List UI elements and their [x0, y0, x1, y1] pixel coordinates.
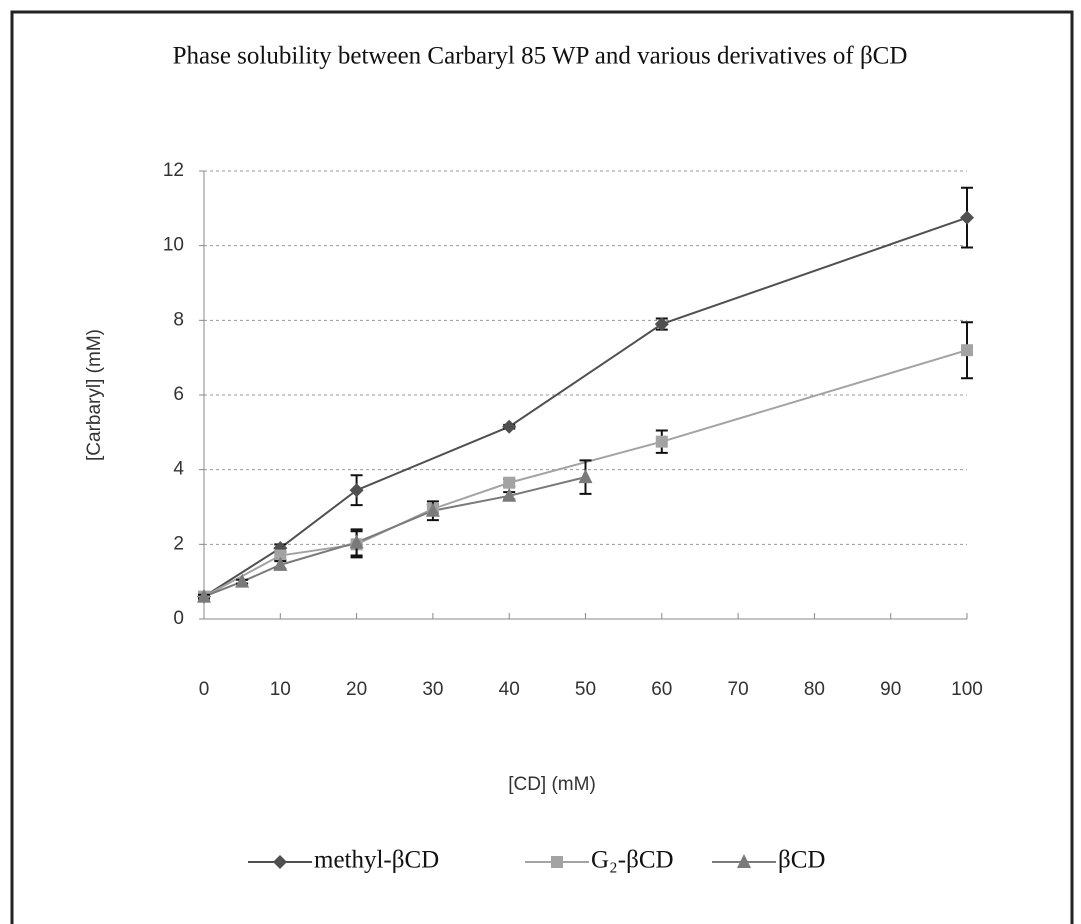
x-tick-label: 100 [951, 679, 983, 700]
marker [961, 344, 973, 357]
y-tick-label: 12 [163, 160, 184, 181]
marker [737, 854, 751, 868]
y-tick-label: 6 [173, 384, 184, 405]
y-tick-label: 2 [173, 533, 184, 554]
marker [235, 573, 250, 588]
x-axis-label: [CD] (mM) [508, 774, 596, 795]
series-line [203, 476, 586, 598]
y-tick-label: 4 [173, 459, 184, 480]
series-line [203, 216, 968, 598]
marker [425, 502, 440, 517]
legend-label: βCD [778, 847, 825, 874]
marker [273, 556, 288, 571]
marker [551, 856, 563, 868]
legend-label: G₂-βCD [591, 847, 674, 874]
marker [654, 317, 669, 332]
x-tick-label: 20 [346, 679, 367, 700]
x-tick-label: 10 [270, 679, 291, 700]
marker [197, 588, 211, 603]
marker [655, 435, 668, 448]
y-axis-label: [Carbaryl] (mM) [84, 329, 105, 461]
marker [578, 469, 593, 484]
x-tick-label: 40 [499, 679, 520, 700]
marker [274, 549, 287, 562]
marker [503, 476, 516, 489]
x-tick-label: 60 [651, 679, 672, 700]
marker [349, 534, 364, 549]
legend-label: methyl-βCD [314, 847, 439, 874]
frame [10, 10, 1074, 924]
marker [960, 210, 974, 225]
y-tick-label: 8 [173, 309, 184, 330]
x-tick-label: 70 [728, 679, 749, 700]
chart-title: Phase solubility between Carbaryl 85 WP … [173, 43, 908, 70]
y-tick-label: 10 [163, 235, 184, 256]
marker [502, 419, 517, 434]
marker [502, 487, 517, 502]
x-tick-label: 0 [199, 679, 210, 700]
marker [273, 855, 287, 869]
x-tick-label: 50 [575, 679, 596, 700]
y-tick-label: 0 [173, 608, 184, 629]
x-tick-label: 80 [804, 679, 825, 700]
marker [349, 483, 364, 498]
x-tick-label: 90 [880, 679, 901, 700]
x-tick-label: 30 [422, 679, 443, 700]
